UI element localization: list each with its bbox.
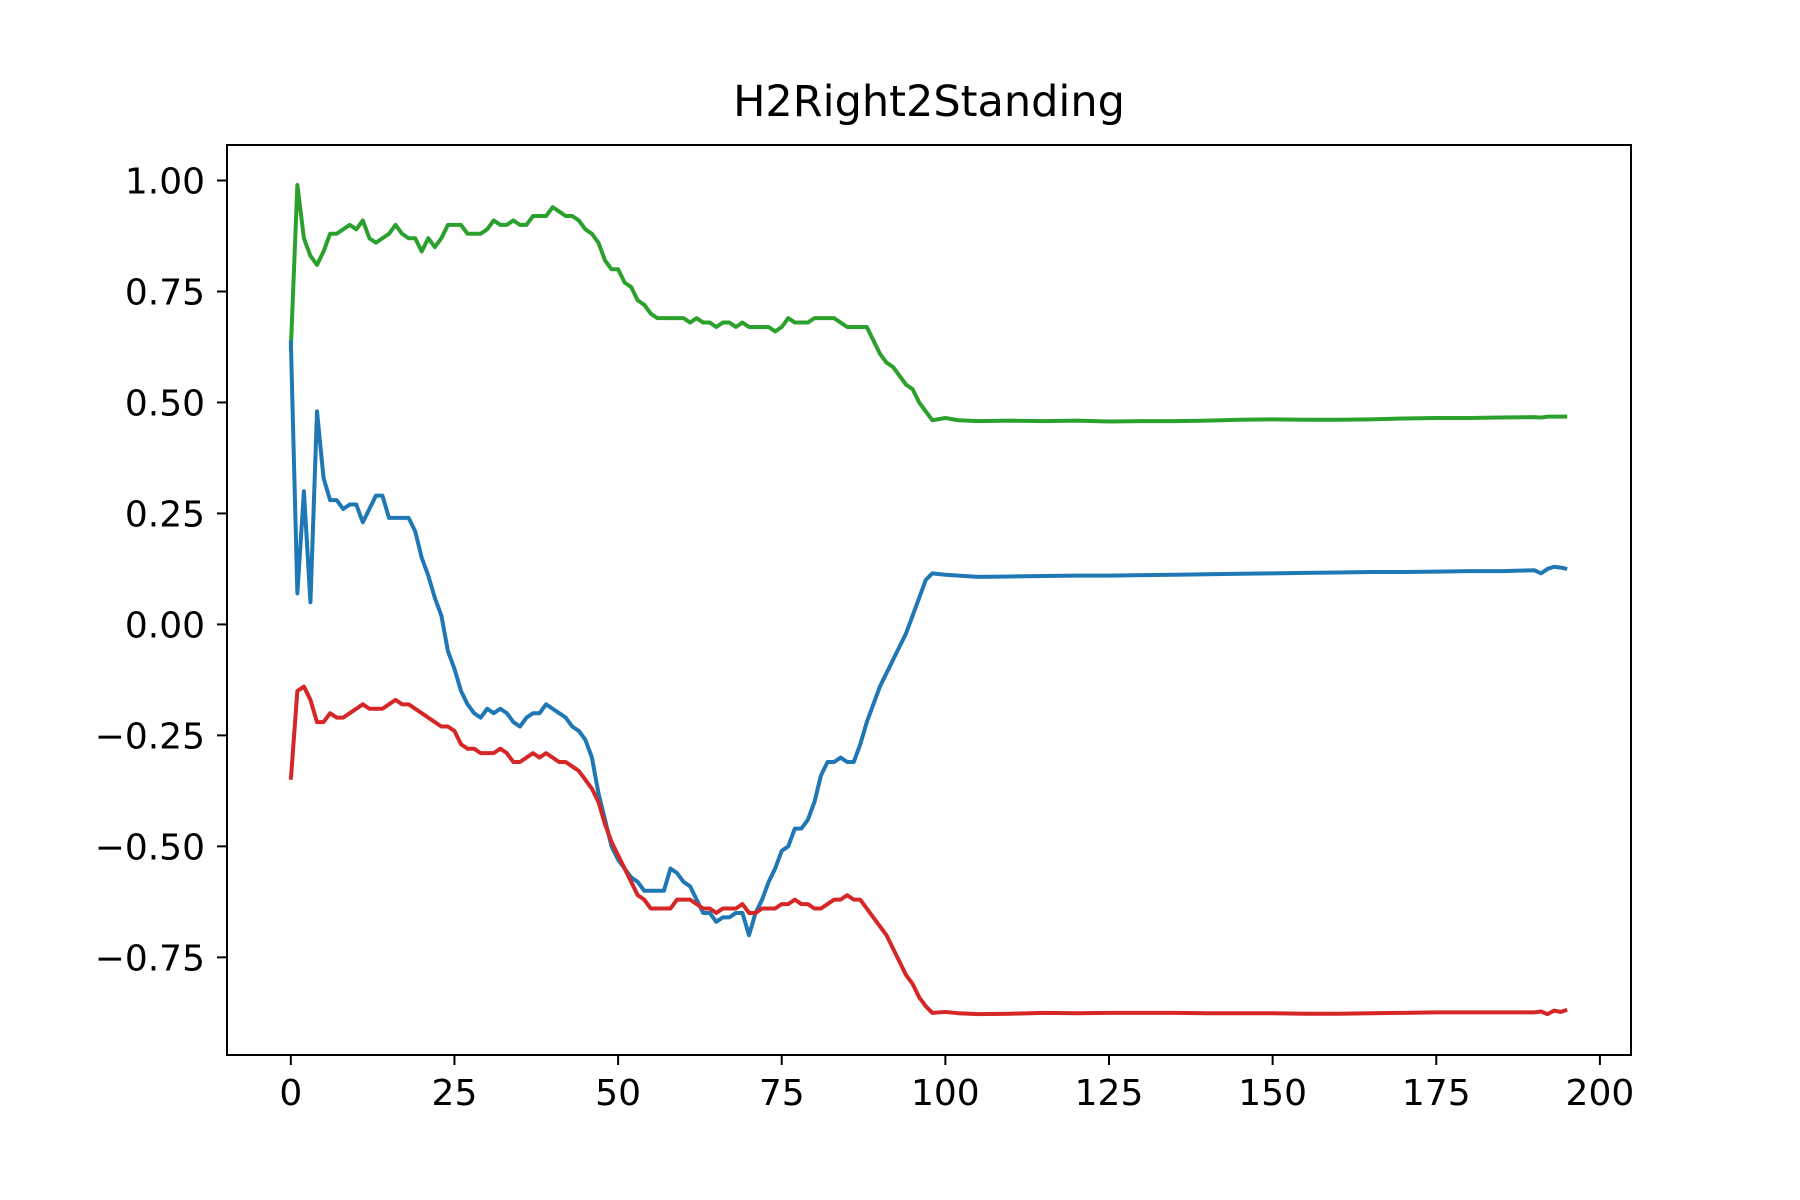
x-tick-label: 75 [759,1073,805,1114]
chart-title: H2Right2Standing [733,77,1125,127]
x-tick-label: 50 [595,1073,641,1114]
y-tick-label: 0.50 [125,383,205,424]
series-line-3 [288,684,1568,1017]
y-tick-label: 0.75 [125,272,205,313]
y-axis: 1.00 0.75 0.50 0.25 0.00 −0.25 −0.50 −0.75 [95,162,227,979]
y-tick-label: −0.25 [95,716,205,757]
series-lines [288,182,1568,1017]
y-tick-label: 1.00 [125,162,205,203]
x-tick-label: 25 [432,1073,478,1114]
x-tick-label: 150 [1238,1073,1307,1114]
series-line-2 [288,340,1568,938]
plot-frame [226,144,1632,1056]
x-tick-label: 200 [1566,1073,1635,1114]
y-tick-label: −0.50 [95,827,205,868]
x-tick-label: 100 [911,1073,980,1114]
x-axis: 0 25 50 75 100 125 150 175 200 [279,1055,1634,1114]
y-tick-label: 0.25 [125,494,205,535]
series-line-1 [288,182,1568,424]
x-tick-label: 125 [1075,1073,1144,1114]
x-tick-label: 0 [279,1073,302,1114]
x-tick-label: 175 [1402,1073,1471,1114]
y-tick-label: −0.75 [95,938,205,979]
y-tick-label: 0.00 [125,605,205,646]
